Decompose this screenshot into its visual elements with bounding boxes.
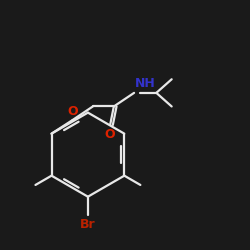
Text: O: O	[105, 128, 116, 141]
Text: NH: NH	[135, 78, 156, 90]
Text: O: O	[67, 104, 78, 118]
Text: Br: Br	[80, 218, 96, 231]
